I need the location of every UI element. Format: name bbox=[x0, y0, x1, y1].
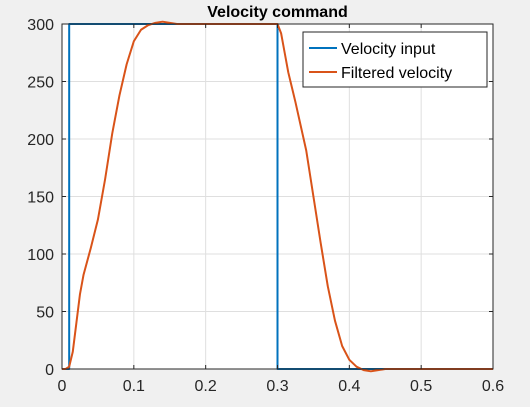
tick-layer: 0 0.1 0.2 0.3 0.4 0.5 0.6 0 50 100 150 200 250 300 bbox=[27, 17, 504, 395]
legend-label-1: Velocity input bbox=[341, 41, 436, 58]
y-tick-label: 250 bbox=[27, 75, 54, 92]
x-tick-label: 0.4 bbox=[338, 378, 360, 395]
x-tick-label: 0.6 bbox=[482, 378, 504, 395]
legend-label-2: Filtered velocity bbox=[341, 65, 452, 82]
y-tick-label: 150 bbox=[27, 190, 54, 207]
y-tick-label: 300 bbox=[27, 17, 54, 34]
x-tick-label: 0.3 bbox=[266, 378, 288, 395]
y-tick-label: 100 bbox=[27, 247, 54, 264]
x-tick-label: 0.5 bbox=[410, 378, 432, 395]
x-tick-label: 0 bbox=[58, 378, 67, 395]
y-tick-label: 50 bbox=[36, 305, 54, 322]
chart-title: Velocity command bbox=[207, 4, 348, 21]
legend-box bbox=[302, 31, 488, 88]
x-tick-label: 0.1 bbox=[123, 378, 145, 395]
y-tick-label: 0 bbox=[45, 362, 54, 379]
legend[interactable]: Velocity input Filtered velocity bbox=[302, 31, 488, 88]
y-tick-label: 200 bbox=[27, 132, 54, 149]
x-tick-label: 0.2 bbox=[195, 378, 217, 395]
